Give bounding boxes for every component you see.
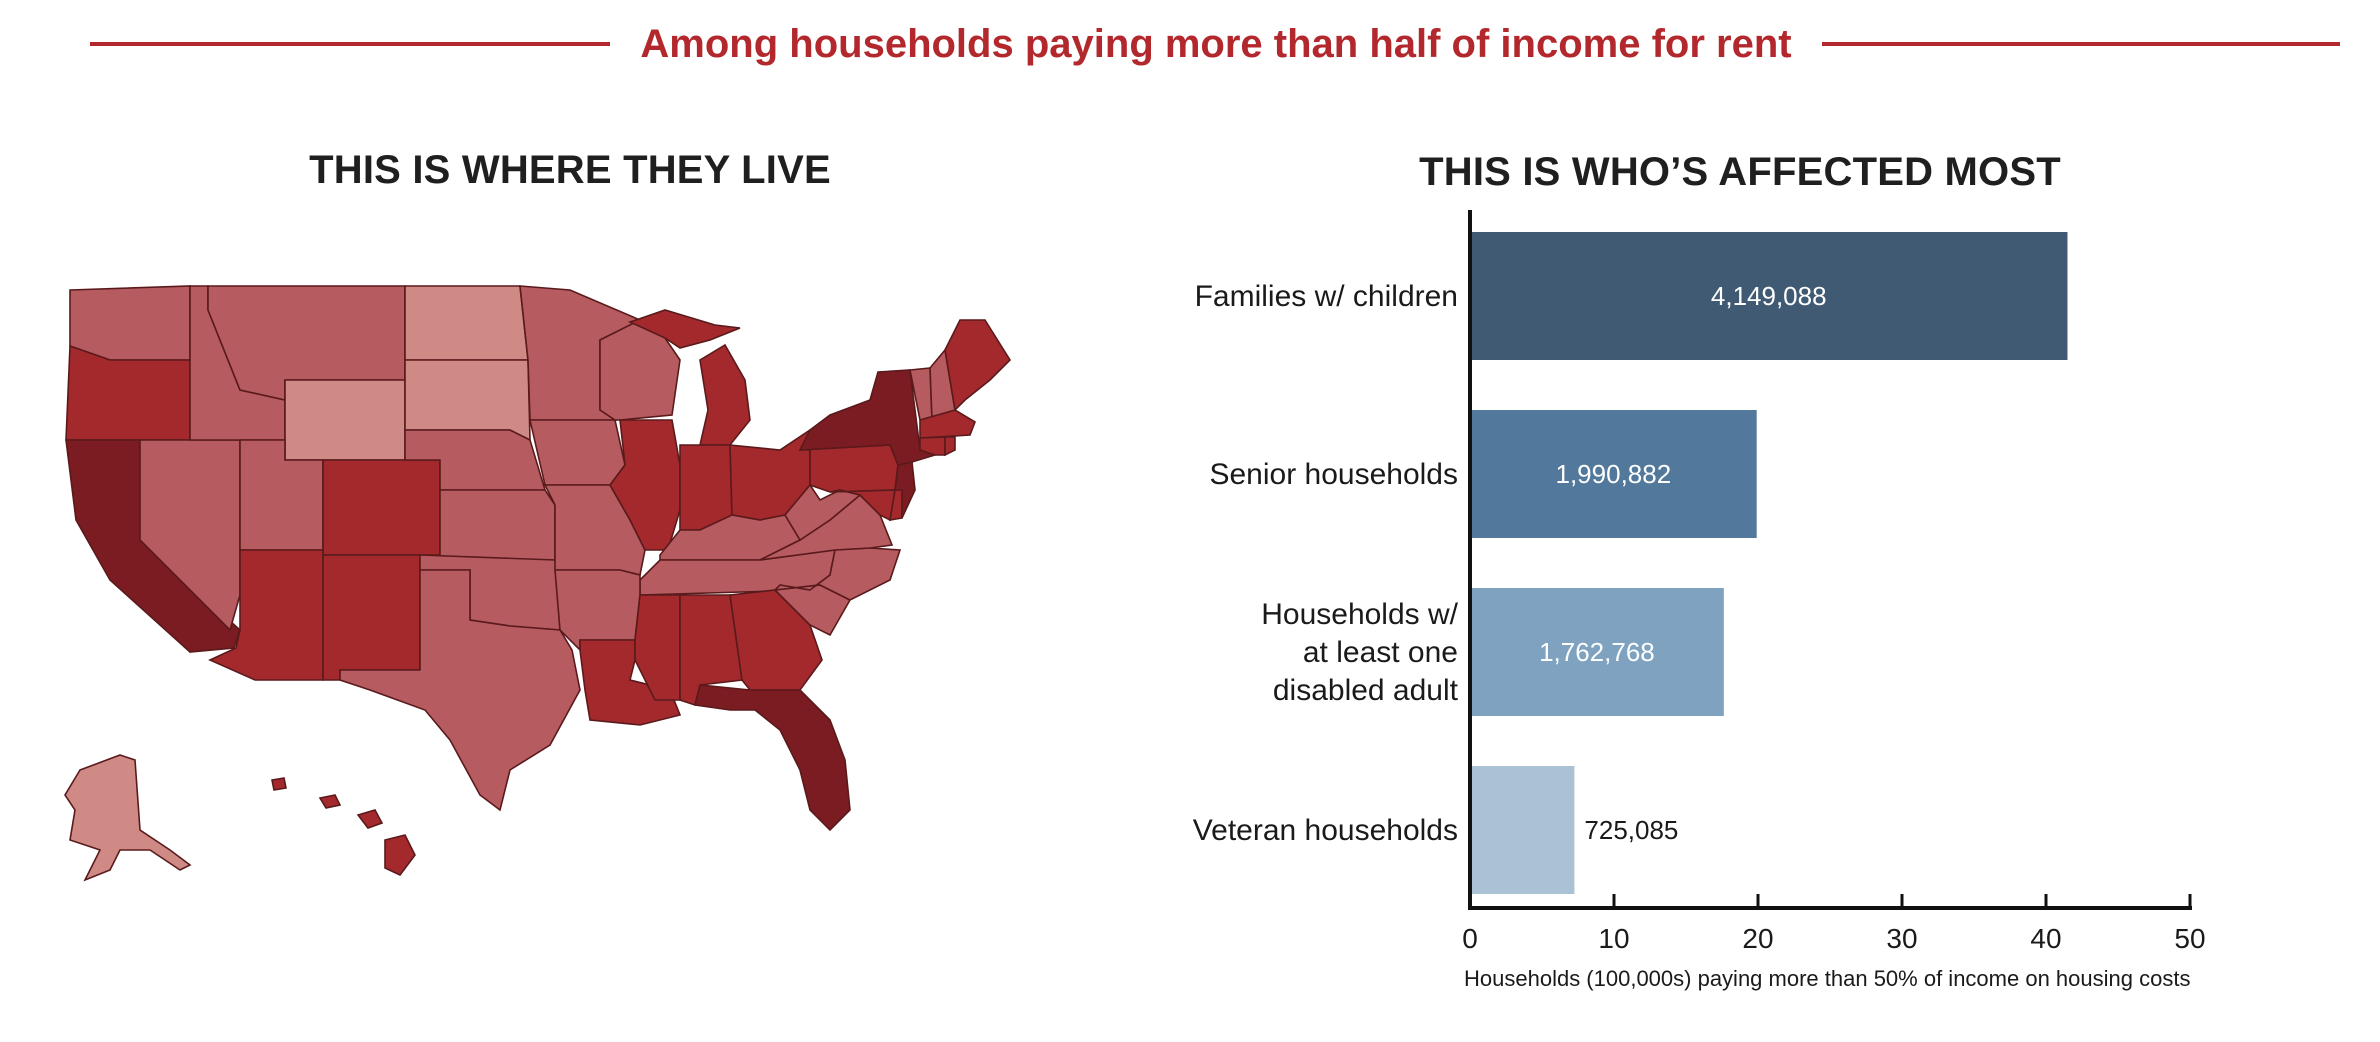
axes-layer: 0 10 20 30 40 50 — [1462, 210, 2206, 954]
page-title: Among households paying more than half o… — [640, 22, 1792, 66]
category-labels: Families w/ children Senior households Hou… — [1193, 280, 1459, 847]
state-new-mexico — [322, 554, 421, 681]
state-north-dakota — [404, 285, 529, 361]
x-tick-label-10: 10 — [1598, 923, 1629, 954]
bar-chart: 4,149,088 1,990,882 1,762,768 725,085 Famil… — [1193, 210, 2206, 991]
chart-panel-title: THIS IS WHO’S AFFECTED MOST — [1419, 150, 2061, 194]
header-rule-left — [90, 42, 610, 46]
state-colorado — [322, 459, 441, 556]
state-north-carolina — [772, 547, 902, 601]
x-axis-title: Households (100,000s) paying more than 5… — [1464, 966, 2190, 991]
category-label-0-0: Families w/ children — [1195, 280, 1458, 313]
bar-0 — [1470, 232, 2068, 360]
state-alaska — [64, 754, 192, 882]
state-hawaii-big-island — [384, 834, 416, 876]
state-rhode-island — [944, 436, 956, 457]
bar-value-label-3: 725,085 — [1584, 815, 1678, 845]
bar-value-label-1: 1,990,882 — [1556, 459, 1672, 489]
state-kansas — [439, 489, 556, 561]
state-pennsylvania — [799, 444, 899, 493]
header-banner: Among households paying more than half o… — [90, 14, 2340, 74]
state-washington — [69, 285, 191, 361]
state-hawaii-oahu — [318, 794, 342, 809]
state-connecticut — [919, 436, 946, 456]
x-tick-label-0: 0 — [1462, 923, 1478, 954]
state-south-dakota — [404, 359, 531, 442]
state-michigan-lower — [698, 343, 751, 446]
x-tick-label-50: 50 — [2174, 923, 2205, 954]
x-tick-label-40: 40 — [2030, 923, 2061, 954]
state-maine — [944, 319, 1012, 412]
bar-value-label-0: 4,149,088 — [1711, 281, 1827, 311]
state-texas — [339, 569, 581, 812]
state-hawaii-kauai — [271, 777, 287, 791]
state-illinois — [609, 419, 681, 551]
state-iowa — [528, 419, 626, 486]
x-tick-label-30: 30 — [1886, 923, 1917, 954]
bar-2 — [1470, 588, 1724, 716]
state-florida — [694, 684, 851, 832]
map-panel-title: THIS IS WHERE THEY LIVE — [309, 148, 831, 192]
state-michigan-upper — [627, 309, 741, 349]
bar-value-label-2: 1,762,768 — [1539, 637, 1655, 667]
x-tick-label-20: 20 — [1742, 923, 1773, 954]
category-label-2-0: Households w/ — [1261, 598, 1458, 631]
state-arkansas — [554, 569, 641, 652]
category-label-2-1: at least one — [1303, 636, 1458, 669]
bars-layer: 4,149,088 1,990,882 1,762,768 725,085 — [1470, 232, 2068, 894]
category-label-3-0: Veteran households — [1193, 814, 1458, 847]
category-label-1-0: Senior households — [1209, 458, 1458, 491]
state-massachusetts — [919, 409, 976, 439]
state-hawaii-maui — [356, 809, 384, 829]
header-rule-right — [1822, 42, 2340, 46]
us-states-map — [64, 285, 1012, 882]
category-label-2-2: disabled adult — [1273, 674, 1459, 707]
bar-3 — [1470, 766, 1575, 894]
bar-1 — [1470, 410, 1757, 538]
state-indiana — [679, 444, 733, 531]
state-wyoming — [284, 379, 406, 461]
state-oregon — [65, 344, 191, 441]
